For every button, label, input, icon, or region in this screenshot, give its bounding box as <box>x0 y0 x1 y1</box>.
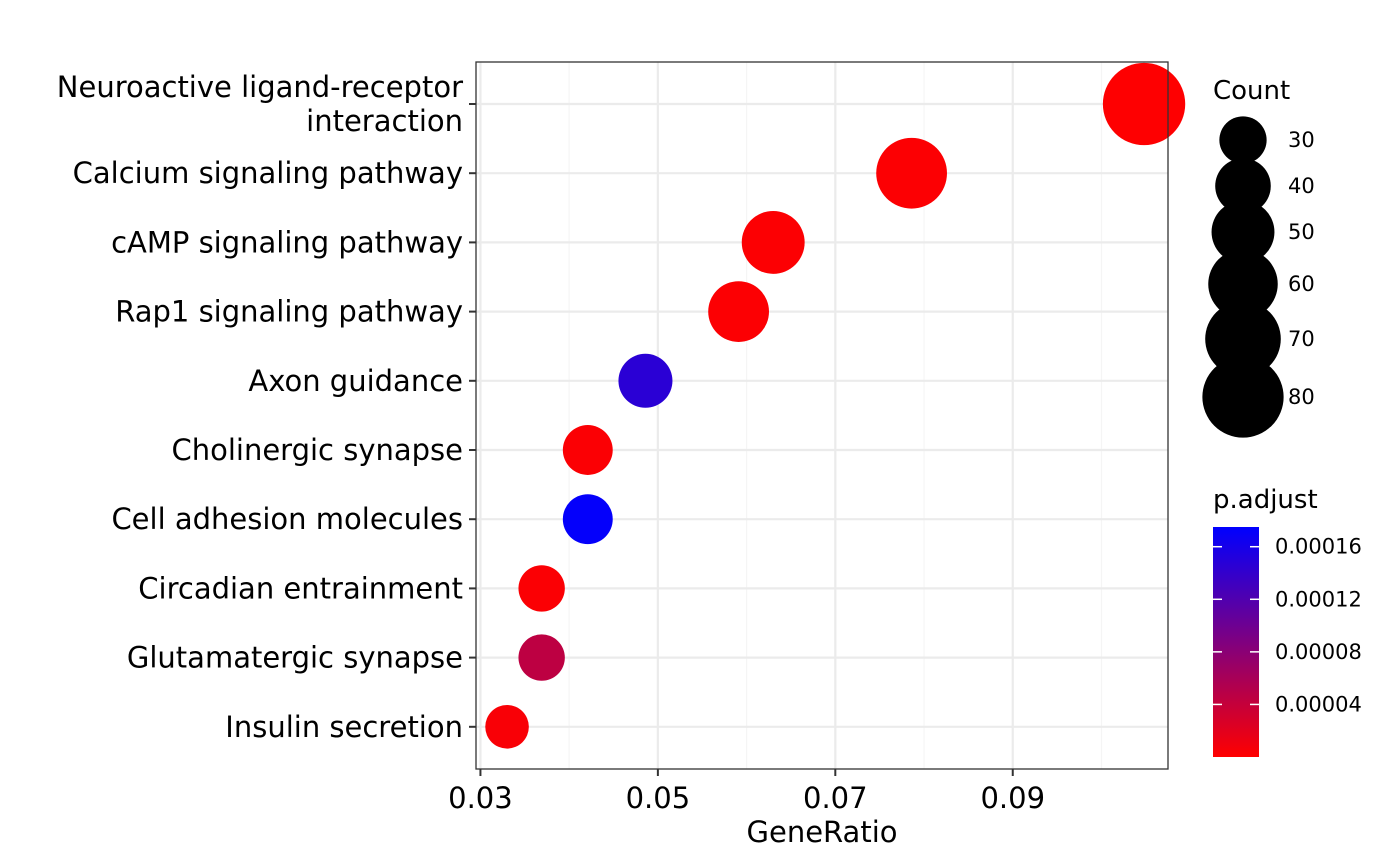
y-tick-label: Insulin secretion <box>225 710 463 744</box>
color-legend-label: 0.00012 <box>1275 587 1362 611</box>
data-point <box>562 425 613 475</box>
data-point <box>518 565 565 612</box>
y-tick-label: Axon guidance <box>248 364 463 398</box>
color-legend: p.adjust 0.00004 0.00008 0.00012 0.00016 <box>1213 485 1362 757</box>
size-legend-key <box>1215 158 1271 214</box>
y-tick-label: Glutamatergic synapse <box>127 641 463 675</box>
y-tick-label: Calcium signaling pathway <box>73 156 463 190</box>
data-point <box>485 705 529 749</box>
color-legend-label: 0.00016 <box>1275 535 1362 559</box>
size-legend-label: 40 <box>1288 174 1315 198</box>
y-tick-label: Neuroactive ligand-receptor <box>57 70 463 104</box>
data-points <box>485 62 1186 749</box>
x-tick-label: 0.07 <box>803 781 868 815</box>
size-legend-label: 60 <box>1288 272 1315 296</box>
color-bar <box>1213 527 1259 757</box>
data-point <box>518 634 565 681</box>
x-axis-title: GeneRatio <box>747 815 898 849</box>
x-axis: 0.03 0.05 0.07 0.09 <box>448 769 1045 815</box>
size-legend: Count 30 40 50 60 70 80 <box>1202 76 1315 438</box>
data-point <box>741 210 805 274</box>
y-tick-label: interaction <box>306 104 463 138</box>
size-legend-label: 30 <box>1288 128 1315 152</box>
x-tick-label: 0.05 <box>626 781 691 815</box>
size-legend-label: 70 <box>1288 327 1315 351</box>
color-legend-label: 0.00008 <box>1275 640 1362 664</box>
size-legend-key <box>1219 116 1267 164</box>
data-point <box>708 281 769 342</box>
data-point <box>562 494 613 545</box>
size-legend-title: Count <box>1213 76 1290 106</box>
y-tick-label: cAMP signaling pathway <box>111 225 463 259</box>
size-legend-label: 50 <box>1288 220 1315 244</box>
panel-grid <box>476 62 1168 769</box>
y-tick-label: Rap1 signaling pathway <box>115 295 463 329</box>
y-tick-label: Cholinergic synapse <box>171 433 463 467</box>
size-legend-key <box>1202 356 1284 438</box>
x-tick-label: 0.09 <box>980 781 1045 815</box>
x-tick-label: 0.03 <box>448 781 513 815</box>
y-tick-label: Circadian entrainment <box>138 571 463 605</box>
data-point <box>618 353 673 408</box>
color-legend-title: p.adjust <box>1213 485 1318 515</box>
size-legend-key <box>1205 301 1281 377</box>
y-tick-label: Cell adhesion molecules <box>111 502 463 536</box>
data-point <box>876 137 947 209</box>
size-legend-label: 80 <box>1288 385 1315 409</box>
data-point <box>1102 62 1186 146</box>
size-legend-key <box>1208 249 1278 319</box>
panel-border <box>475 61 1169 770</box>
color-legend-label: 0.00004 <box>1275 692 1362 716</box>
size-legend-key <box>1211 200 1275 264</box>
